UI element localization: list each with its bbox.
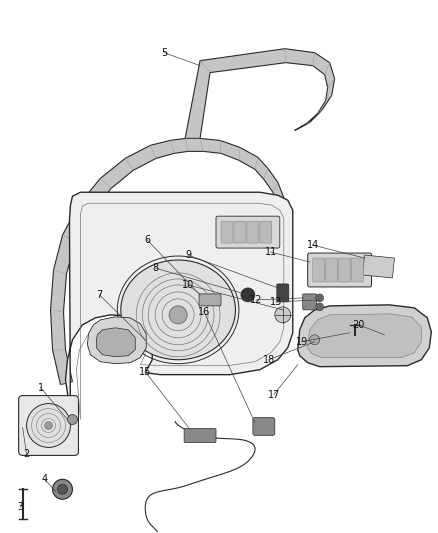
Circle shape [45, 422, 53, 430]
Text: 14: 14 [307, 240, 319, 250]
Text: 17: 17 [268, 390, 280, 400]
Text: 9: 9 [185, 250, 191, 260]
FancyBboxPatch shape [277, 284, 289, 302]
Circle shape [310, 335, 320, 345]
Polygon shape [96, 328, 135, 357]
Polygon shape [88, 317, 146, 364]
Circle shape [67, 415, 78, 424]
Text: 4: 4 [42, 474, 48, 484]
Text: 19: 19 [296, 337, 308, 347]
FancyBboxPatch shape [234, 221, 246, 243]
Text: 5: 5 [161, 47, 167, 58]
FancyBboxPatch shape [352, 258, 364, 282]
Circle shape [53, 479, 72, 499]
Text: 16: 16 [198, 307, 210, 317]
Polygon shape [185, 49, 335, 139]
FancyBboxPatch shape [184, 429, 216, 442]
Circle shape [316, 303, 324, 311]
Text: 15: 15 [139, 367, 152, 377]
Text: 12: 12 [250, 295, 262, 305]
Text: 1: 1 [38, 383, 44, 393]
Text: 18: 18 [263, 354, 275, 365]
FancyBboxPatch shape [199, 294, 221, 306]
FancyBboxPatch shape [216, 216, 280, 248]
Text: 20: 20 [352, 320, 365, 330]
Text: 11: 11 [265, 247, 277, 257]
Polygon shape [308, 314, 421, 358]
Polygon shape [363, 255, 395, 278]
FancyBboxPatch shape [260, 221, 272, 243]
FancyBboxPatch shape [19, 395, 78, 455]
FancyBboxPatch shape [303, 294, 317, 310]
Polygon shape [298, 305, 431, 367]
Ellipse shape [121, 260, 236, 360]
Text: 13: 13 [270, 297, 282, 307]
Circle shape [316, 294, 324, 302]
Polygon shape [66, 192, 293, 430]
Text: 7: 7 [96, 290, 102, 300]
Circle shape [27, 403, 71, 447]
Circle shape [275, 307, 291, 323]
Text: 10: 10 [182, 280, 194, 290]
Circle shape [57, 484, 67, 494]
Circle shape [241, 288, 255, 302]
FancyBboxPatch shape [339, 258, 350, 282]
FancyBboxPatch shape [326, 258, 338, 282]
Circle shape [169, 306, 187, 324]
FancyBboxPatch shape [313, 258, 325, 282]
FancyBboxPatch shape [221, 221, 233, 243]
Text: 8: 8 [152, 263, 158, 273]
FancyBboxPatch shape [253, 417, 275, 435]
Polygon shape [50, 139, 285, 385]
Text: 6: 6 [144, 235, 150, 245]
FancyBboxPatch shape [308, 253, 371, 287]
FancyBboxPatch shape [247, 221, 259, 243]
Text: 2: 2 [24, 449, 30, 459]
Text: 3: 3 [18, 502, 24, 512]
